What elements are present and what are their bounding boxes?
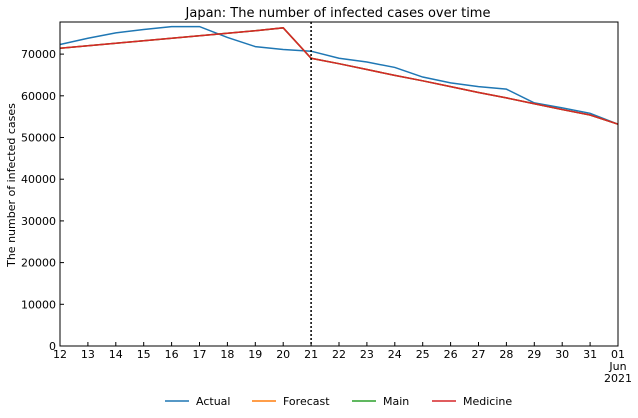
- x-tick-label: 01: [611, 348, 625, 361]
- x-tick-label: 27: [472, 348, 486, 361]
- legend-item-forecast: Forecast: [252, 395, 330, 408]
- x-tick-label: 17: [193, 348, 207, 361]
- y-tick-label: 40000: [21, 173, 56, 186]
- y-axis-title: The number of infected cases: [5, 103, 18, 268]
- legend-item-actual: Actual: [165, 395, 230, 408]
- y-tick-label: 10000: [21, 298, 56, 311]
- legend-label: Medicine: [463, 395, 512, 408]
- legend: Actual Forecast Main Medicine: [165, 395, 512, 408]
- series-line-actual: [59, 25, 619, 125]
- x-tick-label: 30: [555, 348, 569, 361]
- series-line-medicine: [59, 27, 619, 125]
- x-tick-label: 22: [332, 348, 346, 361]
- x-tick-label: 16: [165, 348, 179, 361]
- x-tick-label: 12: [53, 348, 67, 361]
- y-tick-label: 70000: [21, 48, 56, 61]
- x-tick-sublabel: Jun: [608, 360, 626, 373]
- x-tick-label: 15: [137, 348, 151, 361]
- y-tick-label: 20000: [21, 257, 56, 270]
- x-tick-label: 13: [81, 348, 95, 361]
- legend-item-medicine: Medicine: [432, 395, 512, 408]
- x-axis: 12 13 14 15 16 17 18 19 20 21 22 23 24 25 26 27 28 29 30 31…: [53, 342, 632, 385]
- x-tick-label: 20: [276, 348, 290, 361]
- x-tick-label: 25: [416, 348, 430, 361]
- legend-label: Forecast: [283, 395, 330, 408]
- legend-item-main: Main: [352, 395, 409, 408]
- x-tick-label: 14: [109, 348, 123, 361]
- x-tick-label: 24: [388, 348, 402, 361]
- series-line-forecast: [59, 27, 619, 125]
- y-axis: 0 10000 20000 30000 40000 50000 60000 70000: [21, 48, 64, 353]
- legend-label: Main: [383, 395, 409, 408]
- x-tick-label: 29: [527, 348, 541, 361]
- x-tick-label: 28: [499, 348, 513, 361]
- x-tick-sublabel: 2021: [604, 372, 632, 385]
- y-tick-label: 60000: [21, 90, 56, 103]
- legend-label: Actual: [196, 395, 230, 408]
- x-tick-label: 19: [248, 348, 262, 361]
- chart-title: Japan: The number of infected cases over…: [185, 6, 491, 21]
- y-tick-label: 0: [49, 340, 56, 353]
- series-layer: [59, 25, 619, 125]
- x-tick-label: 18: [220, 348, 234, 361]
- x-tick-label: 31: [583, 348, 597, 361]
- x-tick-label: 26: [444, 348, 458, 361]
- x-tick-label: 23: [360, 348, 374, 361]
- y-tick-label: 50000: [21, 132, 56, 145]
- y-tick-label: 30000: [21, 215, 56, 228]
- x-tick-label: 21: [304, 348, 318, 361]
- plot-frame: [59, 21, 619, 347]
- series-line-main: [59, 27, 619, 125]
